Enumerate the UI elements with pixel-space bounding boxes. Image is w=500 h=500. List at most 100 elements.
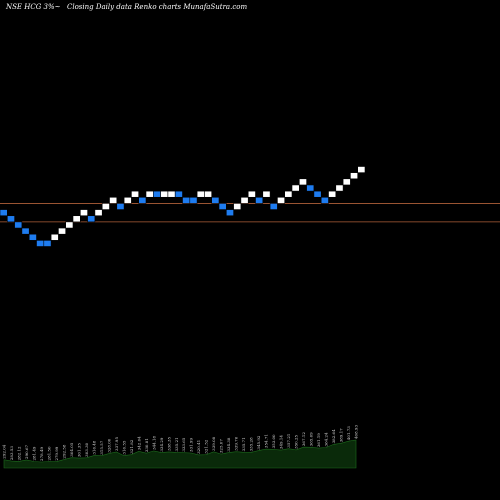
volume-label: 328.00 — [106, 438, 111, 452]
volume-label: 339.76 — [234, 436, 239, 450]
volume-label: 345.92 — [256, 435, 261, 449]
renko-brick — [350, 172, 358, 180]
renko-brick — [72, 215, 81, 223]
volume-label: 349.14 — [279, 435, 284, 449]
renko-brick — [306, 184, 315, 192]
volume-label: 316.48 — [91, 440, 96, 454]
volume-label: 281.49 — [31, 446, 36, 460]
renko-brick — [94, 209, 103, 217]
renko-brick — [167, 190, 176, 198]
renko-brick — [109, 196, 118, 204]
renko-brick — [58, 227, 67, 235]
renko-brick — [255, 196, 264, 204]
renko-brick — [328, 190, 337, 198]
renko-brick — [145, 190, 154, 198]
renko-brick — [218, 203, 227, 210]
volume-label: 290.67 — [24, 444, 29, 458]
renko-brick — [247, 190, 256, 198]
renko-brick — [7, 215, 15, 223]
renko-brick — [14, 221, 23, 229]
volume-label: 282.12 — [16, 446, 21, 460]
volume-label: 292.58 — [61, 444, 66, 458]
volume-label: 320.41 — [196, 440, 201, 454]
volume-label: 321.52 — [204, 439, 209, 453]
volume-label: 316.55 — [121, 440, 126, 454]
renko-brick — [284, 190, 293, 198]
renko-brick — [342, 178, 351, 186]
renko-brick — [320, 196, 329, 204]
volume-label: 382.64 — [331, 429, 336, 443]
volume-label: 335.71 — [241, 437, 246, 451]
volume-label: 357.21 — [286, 434, 291, 448]
volume-label: 279.99 — [54, 446, 59, 460]
volume-label: 325.07 — [219, 439, 224, 453]
renko-brick — [182, 196, 191, 204]
volume-label: 408.93 — [354, 425, 359, 439]
renko-brick — [50, 233, 59, 241]
renko-brick — [0, 209, 8, 217]
chart-subtitle: Closing Daily data Renko charts MunafaSu… — [67, 3, 247, 11]
volume-area — [3, 439, 357, 469]
volume-label: 292.04 — [2, 444, 7, 458]
volume-label: 334.29 — [159, 437, 164, 451]
renko-brick — [313, 190, 322, 198]
renko-brick — [123, 196, 132, 204]
renko-brick — [189, 196, 198, 204]
volume-label: 367.12 — [301, 432, 306, 446]
renko-brick — [174, 190, 183, 198]
renko-brick — [43, 240, 52, 247]
volume-label: 321.82 — [129, 439, 134, 453]
renko-brick — [160, 190, 169, 198]
volume-label: 301.35 — [76, 443, 81, 457]
renko-brick — [101, 203, 110, 210]
volume-label: 281.50 — [46, 446, 51, 460]
volume-label: 333.65 — [181, 437, 186, 451]
renko-brick — [131, 190, 139, 198]
volume-label: 330.81 — [144, 438, 149, 452]
renko-brick — [269, 203, 278, 210]
volume-label: 303.30 — [84, 442, 89, 456]
volume-label: 344.18 — [151, 435, 156, 449]
volume-label: 361.19 — [316, 433, 321, 447]
reference-lines — [0, 203, 500, 223]
chart-ticker-label: NSE HCG 3%~ — [5, 3, 61, 11]
volume-label: 337.95 — [114, 437, 119, 451]
volume-label: 304.05 — [69, 442, 74, 456]
renko-brick — [240, 196, 249, 204]
renko-brick — [80, 209, 88, 217]
volume-label: 283.53 — [9, 446, 14, 460]
renko-brick — [138, 196, 147, 204]
volume-label: 338.35 — [166, 436, 171, 450]
volume-label: 334.38 — [226, 437, 231, 451]
renko-brick — [65, 221, 74, 229]
renko-brick — [153, 190, 161, 198]
renko-brick — [196, 190, 205, 198]
volume-label: 350.25 — [294, 434, 299, 448]
renko-brick — [262, 190, 271, 198]
renko-brick — [335, 184, 344, 192]
renko-bricks — [0, 166, 366, 247]
volume-label: 335.21 — [174, 437, 179, 451]
volume-label: 364.24 — [324, 432, 329, 446]
renko-brick — [298, 178, 307, 186]
renko-brick — [28, 233, 37, 241]
volume-label: 342.04 — [136, 436, 141, 450]
renko-brick — [116, 203, 125, 210]
renko-brick — [291, 184, 300, 192]
volume-label: 335.28 — [249, 437, 254, 451]
renko-brick — [87, 215, 96, 223]
volume-label: 401.73 — [346, 426, 351, 440]
renko-brick — [21, 227, 30, 235]
volume-label: 278.49 — [39, 447, 44, 461]
volume-label: 353.00 — [271, 434, 276, 448]
volume-label: 365.69 — [309, 432, 314, 446]
volume-label: 315.57 — [99, 440, 104, 454]
renko-brick — [233, 203, 242, 210]
renko-brick — [211, 196, 220, 204]
renko-brick — [357, 166, 366, 173]
renko-brick — [36, 240, 45, 247]
renko-brick — [277, 196, 285, 204]
renko-brick — [226, 209, 234, 217]
